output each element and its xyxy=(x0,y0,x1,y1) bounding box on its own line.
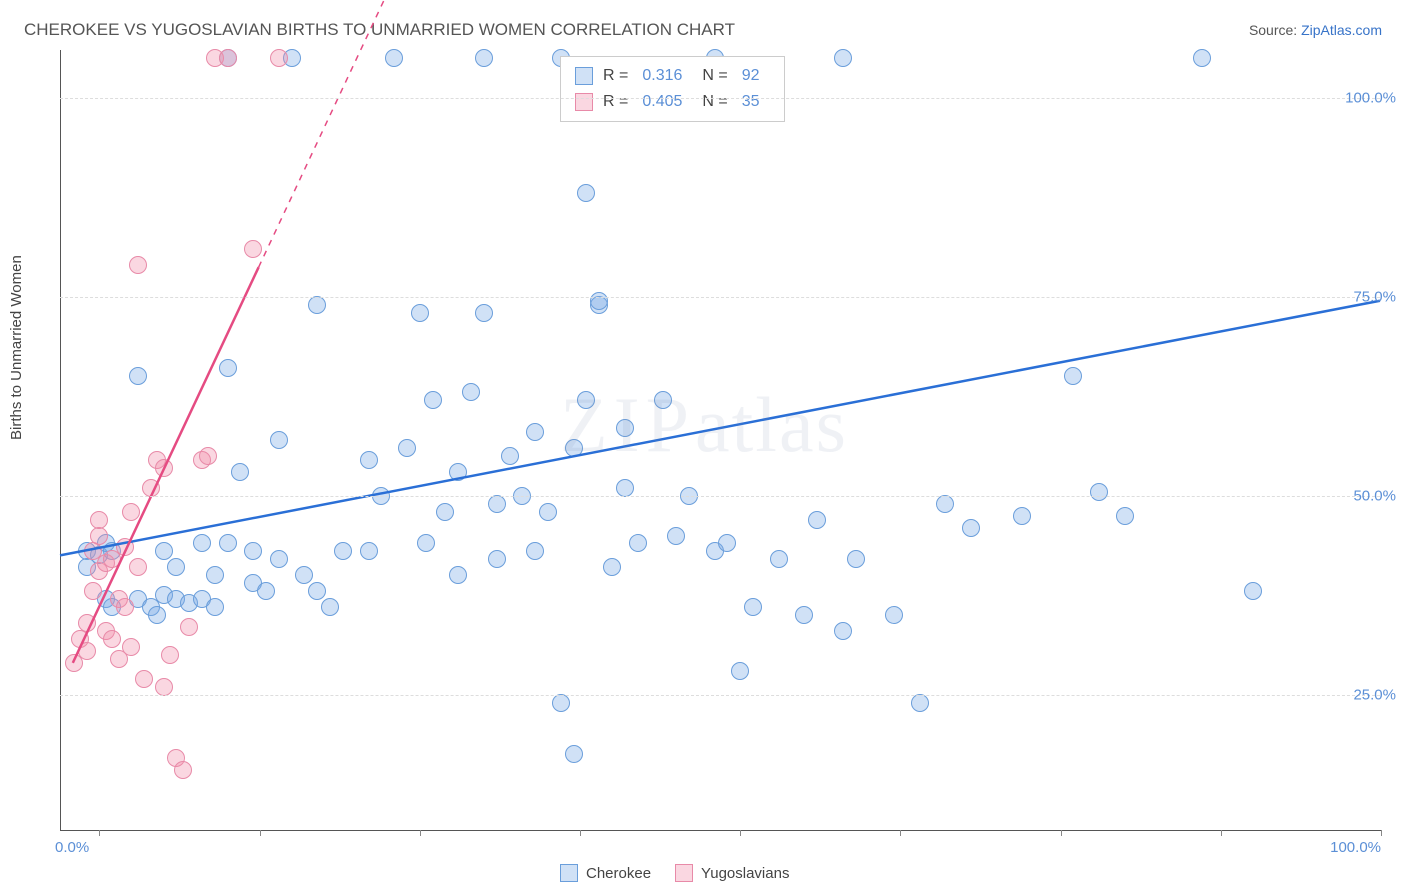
watermark: ZIPatlas xyxy=(560,380,848,470)
y-axis-label: Births to Unmarried Women xyxy=(8,255,25,440)
source-prefix: Source: xyxy=(1249,22,1301,38)
r-label: R = xyxy=(603,67,628,85)
r-value: 0.316 xyxy=(642,67,682,85)
x-tick xyxy=(900,830,901,836)
x-tick xyxy=(1221,830,1222,836)
legend-swatch xyxy=(575,67,593,85)
gridline xyxy=(60,98,1380,99)
gridline xyxy=(60,496,1380,497)
n-label: N = xyxy=(702,67,727,85)
y-tick-label: 50.0% xyxy=(1353,487,1396,504)
series-legend: Cherokee Yugoslavians xyxy=(560,864,789,882)
legend-item: Yugoslavians xyxy=(675,864,789,882)
x-tick xyxy=(420,830,421,836)
n-value: 35 xyxy=(742,93,760,111)
legend-swatch xyxy=(560,864,578,882)
source-link[interactable]: ZipAtlas.com xyxy=(1301,22,1382,38)
legend-swatch xyxy=(675,864,693,882)
y-tick-label: 100.0% xyxy=(1345,89,1396,106)
x-tick xyxy=(1381,830,1382,836)
x-tick xyxy=(1061,830,1062,836)
gridline xyxy=(60,695,1380,696)
y-tick-label: 75.0% xyxy=(1353,288,1396,305)
x-tick xyxy=(260,830,261,836)
trend-line-dashed xyxy=(259,0,432,267)
trend-line xyxy=(73,267,259,663)
gridline xyxy=(60,297,1380,298)
x-tick xyxy=(740,830,741,836)
r-value: 0.405 xyxy=(642,93,682,111)
source-attribution: Source: ZipAtlas.com xyxy=(1249,22,1382,38)
r-label: R = xyxy=(603,93,628,111)
legend-swatch xyxy=(575,93,593,111)
x-tick xyxy=(99,830,100,836)
x-axis-min-label: 0.0% xyxy=(55,839,89,856)
legend-item: Cherokee xyxy=(560,864,651,882)
legend-label: Yugoslavians xyxy=(701,865,789,882)
stats-legend-row: R = 0.316 N = 92 xyxy=(575,63,770,89)
legend-label: Cherokee xyxy=(586,865,651,882)
stats-legend-row: R = 0.405 N = 35 xyxy=(575,89,770,115)
chart-title: CHEROKEE VS YUGOSLAVIAN BIRTHS TO UNMARR… xyxy=(24,20,735,40)
stats-legend: R = 0.316 N = 92 R = 0.405 N = 35 xyxy=(560,56,785,122)
x-axis-max-label: 100.0% xyxy=(1330,839,1381,856)
x-tick xyxy=(580,830,581,836)
y-tick-label: 25.0% xyxy=(1353,686,1396,703)
n-value: 92 xyxy=(742,67,760,85)
n-label: N = xyxy=(702,93,727,111)
